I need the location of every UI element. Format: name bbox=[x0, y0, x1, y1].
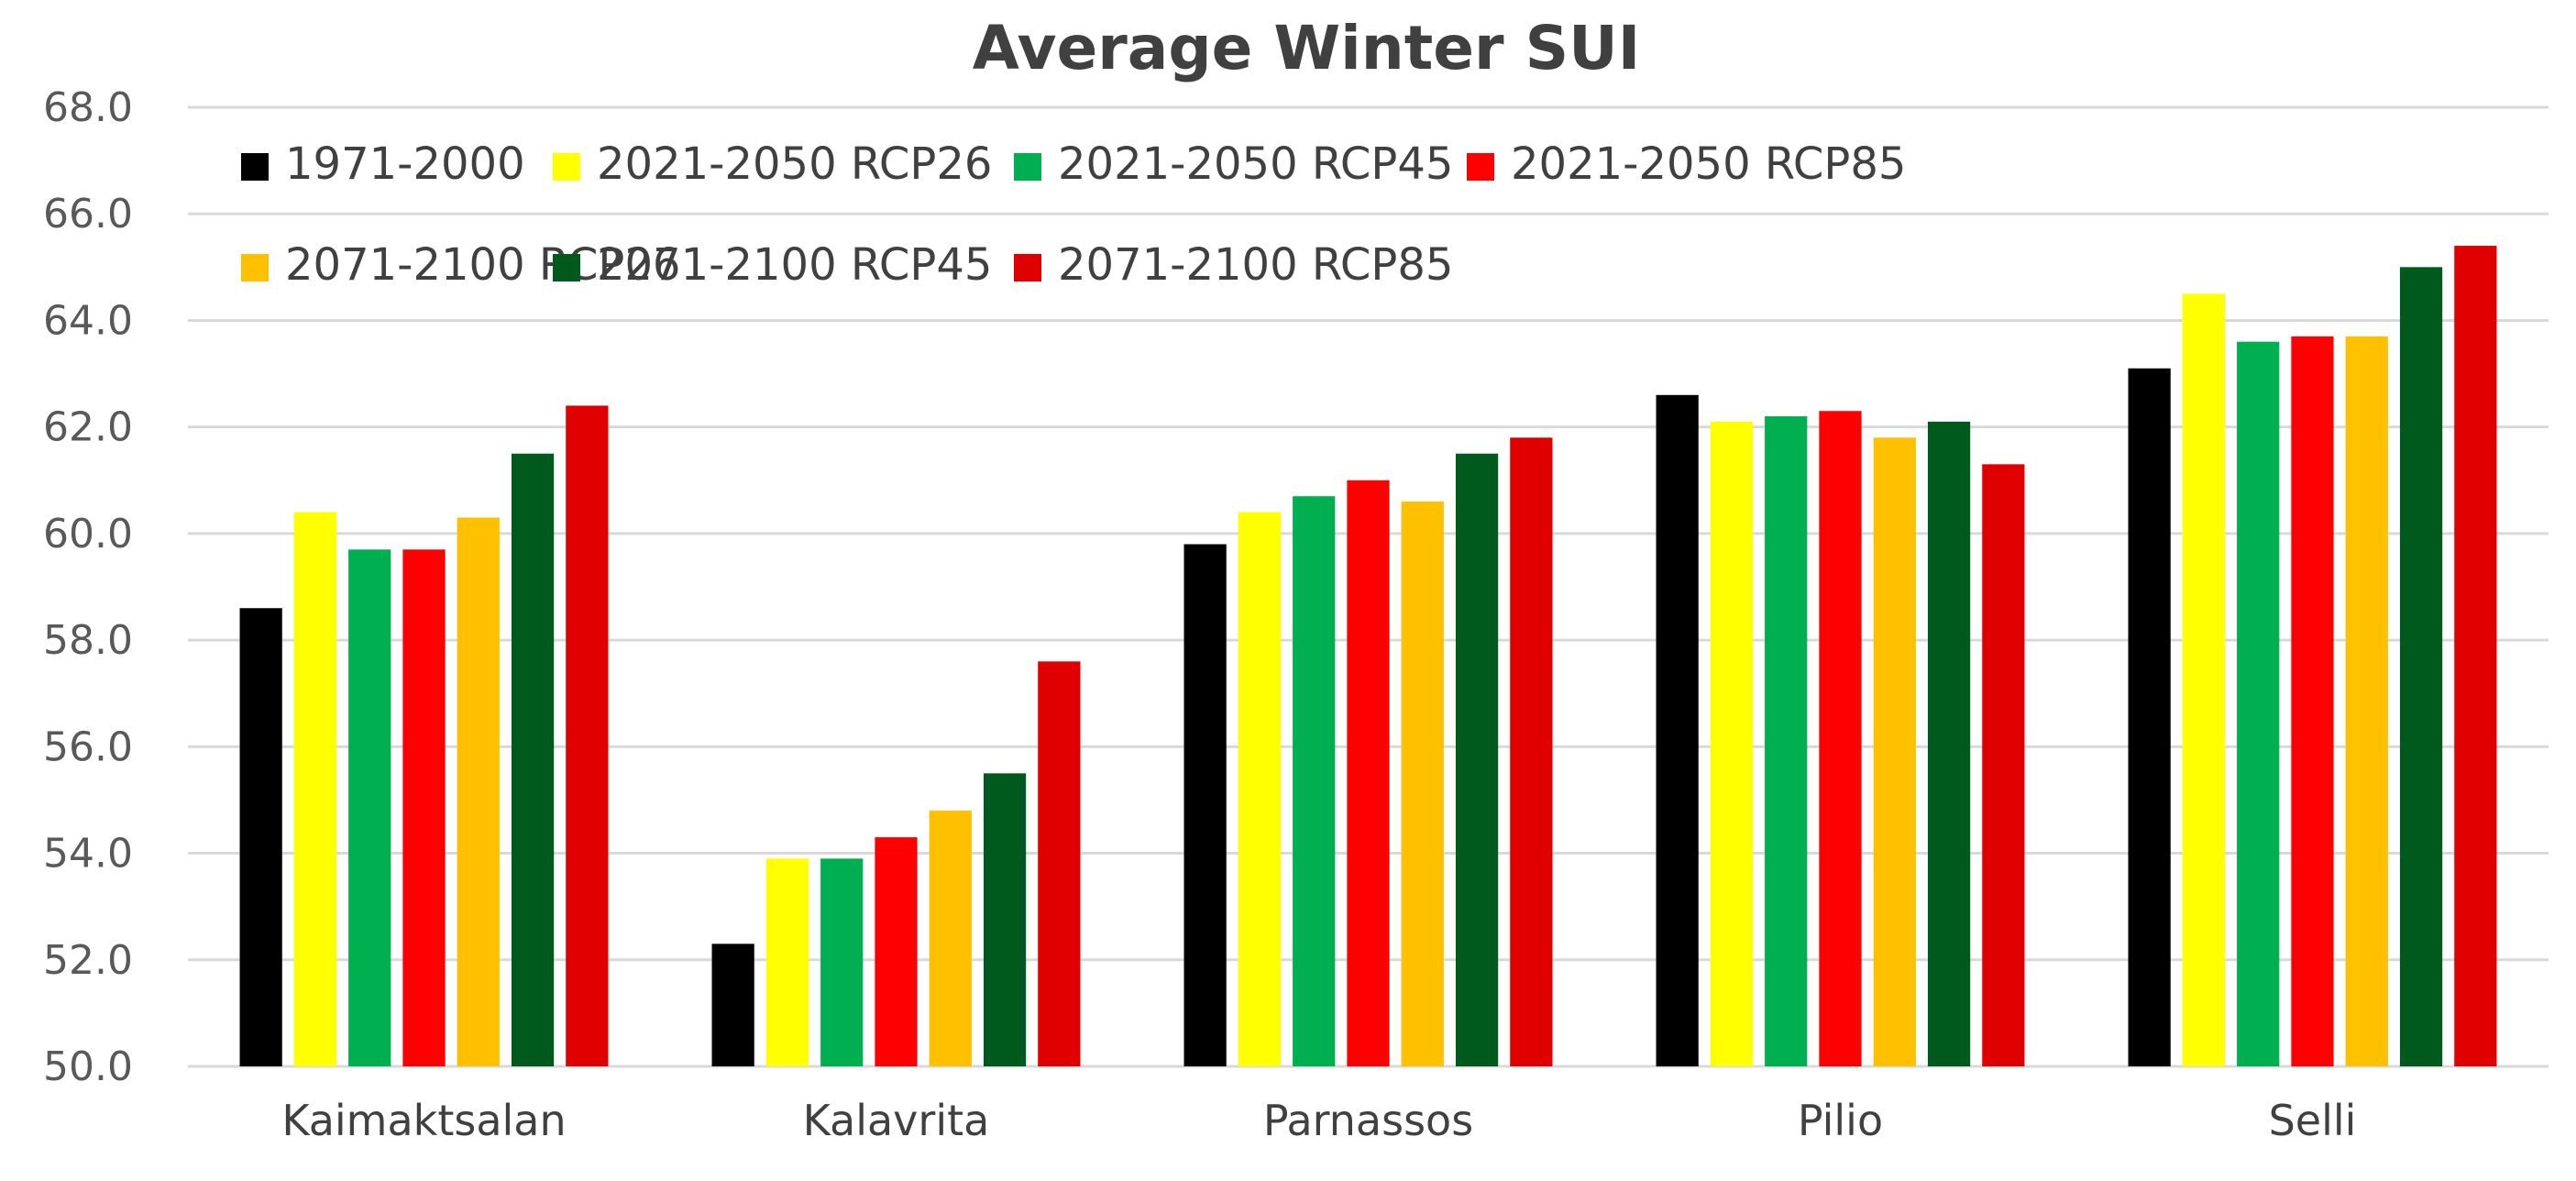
legend-swatch bbox=[1467, 153, 1494, 181]
bar bbox=[2291, 336, 2334, 1066]
bar bbox=[1038, 661, 1081, 1066]
bar bbox=[1710, 421, 1754, 1066]
y-tick-label: 62.0 bbox=[43, 404, 133, 451]
bar bbox=[2399, 267, 2443, 1066]
bar bbox=[511, 453, 555, 1066]
bar bbox=[1455, 453, 1499, 1066]
legend-swatch bbox=[553, 153, 580, 181]
legend-label: 2071-2100 RCP26 bbox=[285, 239, 680, 291]
bar bbox=[1765, 416, 1808, 1066]
y-tick-label: 56.0 bbox=[43, 723, 133, 770]
y-tick-label: 50.0 bbox=[43, 1043, 133, 1090]
bar bbox=[348, 549, 391, 1066]
bar bbox=[1347, 480, 1390, 1066]
bar bbox=[566, 405, 609, 1066]
category-label: Kalavrita bbox=[803, 1096, 990, 1145]
legend-label: 2071-2100 RCP45 bbox=[597, 239, 992, 291]
x-axis-categories: Kaimaktsalan Kalavrita Parnassos Pilio Selli bbox=[281, 1096, 2356, 1145]
legend-swatch bbox=[1014, 153, 1041, 181]
bar bbox=[1183, 544, 1227, 1066]
legend-swatch bbox=[241, 254, 269, 281]
bar bbox=[1238, 512, 1282, 1066]
legend-label: 2021-2050 RCP26 bbox=[597, 138, 992, 190]
legend: 1971-2000 2021-2050 RCP26 2021-2050 RCP45 2… bbox=[241, 138, 1906, 291]
bar bbox=[1656, 394, 1699, 1066]
bar bbox=[1982, 464, 2025, 1066]
legend-label: 2021-2050 RCP85 bbox=[1511, 138, 1906, 190]
legend-label: 2021-2050 RCP45 bbox=[1058, 138, 1453, 190]
bar bbox=[293, 512, 337, 1066]
legend-label: 1971-2000 bbox=[285, 138, 525, 190]
y-tick-label: 54.0 bbox=[43, 831, 133, 877]
bars bbox=[239, 246, 2497, 1067]
bar bbox=[765, 858, 809, 1066]
bar bbox=[2454, 246, 2497, 1067]
category-label: Pilio bbox=[1798, 1096, 1883, 1145]
bar bbox=[2237, 341, 2280, 1066]
y-tick-label: 58.0 bbox=[43, 617, 133, 664]
bar bbox=[1510, 437, 1553, 1066]
y-axis-ticks: 50.0 52.0 54.0 56.0 58.0 60.0 62.0 64.0 66.0 68.0 bbox=[43, 84, 133, 1090]
legend-swatch bbox=[241, 153, 269, 181]
legend-swatch bbox=[553, 254, 580, 281]
bar bbox=[2345, 336, 2388, 1066]
bar bbox=[1293, 496, 1336, 1066]
category-label: Parnassos bbox=[1263, 1096, 1473, 1145]
y-tick-label: 60.0 bbox=[43, 511, 133, 557]
bar bbox=[2128, 368, 2171, 1066]
bar bbox=[1927, 421, 1971, 1066]
bar bbox=[1873, 437, 1916, 1066]
legend-label: 2071-2100 RCP85 bbox=[1058, 239, 1453, 291]
y-tick-label: 68.0 bbox=[43, 84, 133, 131]
y-tick-label: 64.0 bbox=[43, 297, 133, 344]
category-label: Selli bbox=[2269, 1096, 2357, 1145]
bar bbox=[711, 944, 754, 1066]
bar bbox=[875, 837, 918, 1066]
bar bbox=[2182, 293, 2226, 1066]
category-label: Kaimaktsalan bbox=[281, 1096, 566, 1145]
bar bbox=[402, 549, 446, 1066]
bar bbox=[929, 811, 972, 1066]
bar bbox=[457, 517, 500, 1066]
bar bbox=[1401, 502, 1444, 1066]
bar bbox=[239, 608, 282, 1066]
chart-title: Average Winter SUI bbox=[973, 13, 1641, 83]
bar bbox=[983, 773, 1027, 1066]
bar bbox=[820, 858, 864, 1066]
y-tick-label: 52.0 bbox=[43, 937, 133, 984]
legend-swatch bbox=[1014, 254, 1041, 281]
bar bbox=[1819, 411, 1862, 1066]
y-tick-label: 66.0 bbox=[43, 191, 133, 237]
